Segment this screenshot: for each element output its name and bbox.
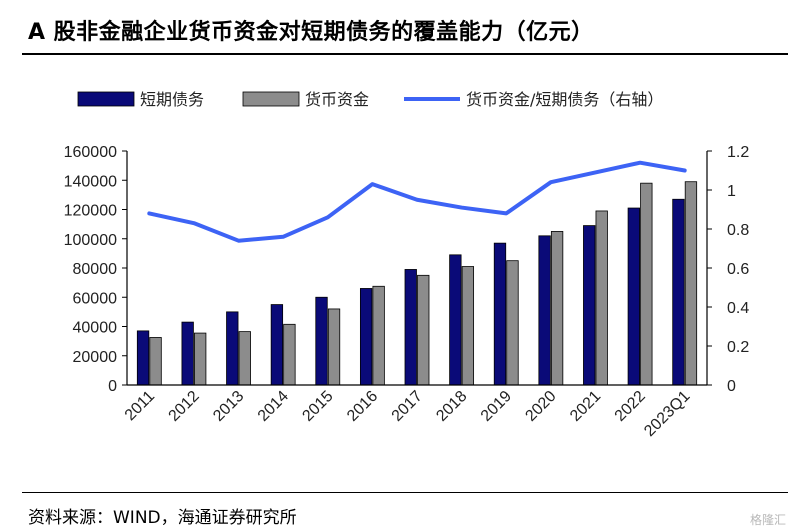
x-tick-label: 2020 [522,388,559,425]
right-tick-label: 0.8 [727,222,749,239]
combo-chart: 短期债务 货币资金 货币资金/短期债务（右轴） 0 20000 40000 60000 80… [64,90,750,440]
x-tick-label: 2023Q1 [641,388,693,440]
left-tick-label: 0 [108,378,117,395]
footer-rule [22,492,788,493]
bar-cash [550,231,564,386]
x-tick-label: 2015 [299,388,336,425]
bars [136,181,698,386]
legend-swatch-cash [242,91,300,107]
left-tick-label: 20000 [73,349,118,366]
bar-cash [238,331,251,386]
right-tick-label: 0.6 [727,261,749,278]
source-note: 资料来源：WIND，海通证券研究所 [28,508,297,528]
x-tick-label: 2019 [478,388,515,425]
bar-short-debt [404,269,417,386]
right-tick-label: 1.2 [727,144,749,161]
left-tick-label: 60000 [73,290,118,307]
x-tick-label: 2017 [389,388,426,425]
x-tick-label: 2022 [612,388,649,425]
bar-cash [194,332,207,386]
bar-short-debt [672,198,685,386]
bar-short-debt [583,225,596,386]
bar-short-debt [181,321,194,386]
x-tick-label: 2018 [433,388,470,425]
bar-short-debt [538,235,551,386]
left-tick-label: 100000 [64,232,117,249]
bar-cash [461,266,475,386]
bar-cash [595,210,608,386]
x-tick-label: 2013 [210,388,247,425]
ratio-line-layer [147,160,687,243]
right-tick-label: 0 [727,378,736,395]
left-axis: 0 20000 40000 60000 80000 100000 120000 140000 1… [64,144,128,395]
left-tick-label: 120000 [64,203,117,220]
bar-short-debt [270,304,284,386]
bar-short-debt [136,330,150,386]
bar-short-debt [493,242,507,386]
x-tick-label: 2016 [344,388,381,425]
left-tick-label: 80000 [73,261,118,278]
x-tick-label: 2011 [122,388,158,424]
x-tick-label: 2021 [567,388,604,425]
bar-cash [149,337,162,386]
bar-cash [327,308,341,386]
bar-cash [417,274,430,386]
legend-swatch-short-debt [77,91,135,107]
legend: 短期债务 货币资金 货币资金/短期债务（右轴） [77,90,663,109]
title-rule [22,53,788,55]
legend-label-cash: 货币资金 [305,90,369,109]
legend-label-ratio: 货币资金/短期债务（右轴） [466,90,663,109]
x-axis: 2011 2012 2013 2014 2015 2016 2017 2018 2019 2020… [122,384,707,440]
bar-cash [640,182,653,386]
right-axis: 0 0.2 0.4 0.6 0.8 1 1.2 [706,144,749,395]
bar-short-debt [449,254,462,386]
bar-cash [372,285,385,386]
chart-title: A 股非金融企业货币资金对短期债务的覆盖能力（亿元） [28,20,594,45]
bar-short-debt [627,207,640,386]
watermark: 格隆汇 [749,513,786,527]
x-tick-label: 2014 [255,388,292,425]
bar-short-debt [359,288,373,386]
x-tick-label: 2012 [166,388,203,425]
bar-cash [684,181,698,386]
right-tick-label: 1 [727,183,736,200]
bar-cash [283,323,296,386]
left-tick-label: 140000 [64,173,117,190]
left-tick-label: 40000 [73,320,118,337]
bar-short-debt [315,296,328,386]
legend-label-short-debt: 短期债务 [140,90,204,109]
right-tick-label: 0.2 [727,339,749,356]
bar-short-debt [226,311,239,386]
bar-cash [506,260,519,386]
left-tick-label: 160000 [64,144,117,161]
right-tick-label: 0.4 [727,300,749,317]
